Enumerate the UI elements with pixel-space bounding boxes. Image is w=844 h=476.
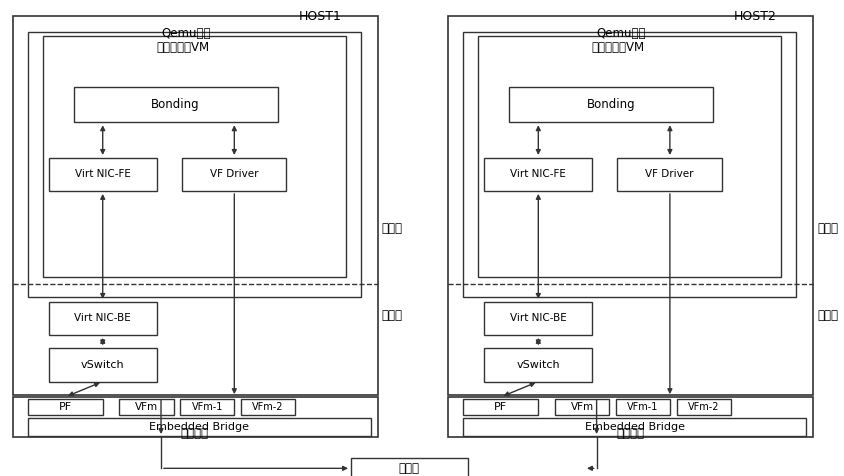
Text: VF Driver: VF Driver bbox=[209, 169, 257, 179]
Text: 虚拟客户机VM: 虚拟客户机VM bbox=[591, 40, 644, 54]
Text: Embedded Bridge: Embedded Bridge bbox=[149, 422, 249, 432]
Text: 用户态: 用户态 bbox=[381, 222, 403, 235]
Text: 物理网卡: 物理网卡 bbox=[180, 427, 208, 440]
Text: 内核态: 内核态 bbox=[381, 308, 403, 322]
Bar bbox=[28, 31, 360, 297]
Text: 物理网卡: 物理网卡 bbox=[616, 427, 644, 440]
Text: VFm: VFm bbox=[135, 402, 158, 412]
Text: vSwitch: vSwitch bbox=[81, 360, 124, 370]
Text: Qemu进程: Qemu进程 bbox=[161, 27, 210, 40]
Bar bbox=[509, 87, 712, 122]
Bar bbox=[555, 399, 609, 415]
Bar bbox=[615, 399, 669, 415]
Bar bbox=[484, 348, 592, 381]
Bar bbox=[48, 158, 157, 191]
Bar bbox=[241, 399, 295, 415]
Text: VFm-2: VFm-2 bbox=[687, 402, 718, 412]
Text: VF Driver: VF Driver bbox=[645, 169, 693, 179]
Bar bbox=[28, 399, 103, 415]
Text: 虚拟客户机VM: 虚拟客户机VM bbox=[156, 40, 209, 54]
Bar bbox=[448, 397, 812, 437]
Bar bbox=[28, 418, 371, 436]
Bar bbox=[478, 36, 781, 278]
Text: Qemu进程: Qemu进程 bbox=[596, 27, 646, 40]
Text: 内核态: 内核态 bbox=[816, 308, 837, 322]
Text: 用户态: 用户态 bbox=[816, 222, 837, 235]
Bar bbox=[119, 399, 173, 415]
Bar bbox=[73, 87, 278, 122]
Text: Bonding: Bonding bbox=[587, 98, 635, 111]
Text: VFm: VFm bbox=[570, 402, 592, 412]
Text: Embedded Bridge: Embedded Bridge bbox=[584, 422, 684, 432]
Text: PF: PF bbox=[494, 402, 506, 412]
Bar bbox=[181, 158, 285, 191]
Text: Virt NIC-FE: Virt NIC-FE bbox=[74, 169, 131, 179]
Text: HOST1: HOST1 bbox=[298, 10, 341, 23]
Text: Bonding: Bonding bbox=[151, 98, 200, 111]
Bar bbox=[43, 36, 345, 278]
Bar bbox=[463, 418, 805, 436]
Bar bbox=[676, 399, 730, 415]
Text: 交据机: 交据机 bbox=[398, 462, 419, 475]
Text: Virt NIC-BE: Virt NIC-BE bbox=[74, 313, 131, 323]
Text: VFm-1: VFm-1 bbox=[192, 402, 223, 412]
Text: Virt NIC-FE: Virt NIC-FE bbox=[510, 169, 565, 179]
Bar bbox=[48, 302, 157, 335]
Text: HOST2: HOST2 bbox=[733, 10, 776, 23]
Bar bbox=[350, 458, 467, 476]
Bar bbox=[463, 399, 538, 415]
Text: VFm-2: VFm-2 bbox=[252, 402, 284, 412]
Bar bbox=[13, 397, 377, 437]
Text: vSwitch: vSwitch bbox=[516, 360, 560, 370]
Bar bbox=[13, 16, 377, 395]
Bar bbox=[484, 158, 592, 191]
Bar bbox=[463, 31, 796, 297]
Bar bbox=[617, 158, 721, 191]
Text: PF: PF bbox=[58, 402, 72, 412]
Bar bbox=[484, 302, 592, 335]
Bar bbox=[448, 16, 812, 395]
Text: VFm-1: VFm-1 bbox=[626, 402, 657, 412]
Bar bbox=[48, 348, 157, 381]
Text: Virt NIC-BE: Virt NIC-BE bbox=[509, 313, 566, 323]
Bar bbox=[180, 399, 234, 415]
